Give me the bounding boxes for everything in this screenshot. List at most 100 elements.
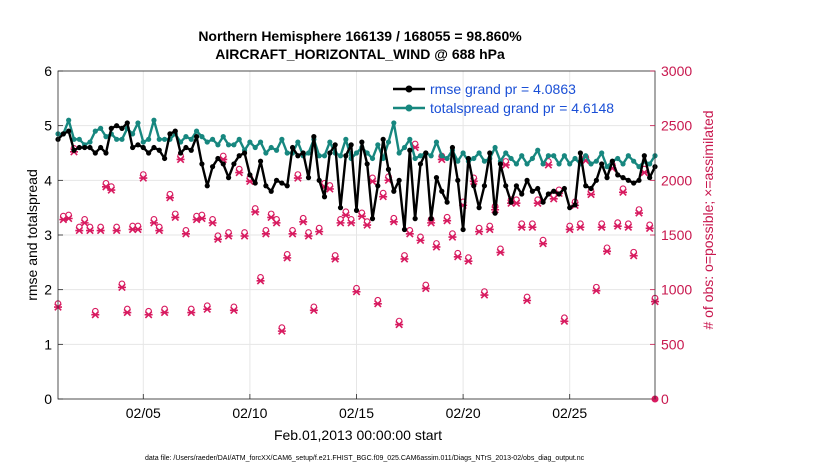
obs-assimilated-marker — [224, 232, 233, 240]
totalspread-point — [225, 142, 232, 148]
obs-assimilated-marker — [363, 221, 372, 229]
y-tick-label: 2 — [44, 282, 52, 298]
rmse-point — [124, 120, 130, 126]
totalspread-point — [583, 153, 589, 159]
obs-assimilated-marker — [277, 327, 286, 335]
totalspread-point — [567, 161, 573, 167]
obs-assimilated-marker — [139, 174, 148, 182]
obs-assimilated-marker — [171, 213, 180, 222]
obs-assimilated-marker — [288, 230, 297, 238]
rmse-point — [146, 150, 152, 156]
y-right-tick-label: 2000 — [661, 172, 692, 188]
totalspread-point — [273, 147, 280, 153]
totalspread-point — [66, 117, 72, 123]
obs-assimilated-marker — [352, 287, 361, 296]
rmse-point — [284, 183, 290, 189]
obs-assimilated-marker — [176, 155, 185, 164]
obs-assimilated-marker — [443, 216, 452, 225]
totalspread-point — [529, 155, 536, 162]
obs-assimilated-marker — [405, 230, 414, 238]
y-tick-label: 3 — [44, 227, 52, 243]
x-tick-label: 02/20 — [446, 405, 481, 421]
obs-assimilated-marker — [587, 190, 596, 199]
rmse-point — [321, 194, 328, 200]
rmse-point — [114, 123, 120, 129]
totalspread-point — [492, 144, 498, 151]
rmse-point — [641, 153, 647, 159]
rmse-point — [631, 180, 637, 186]
rmse-point — [535, 185, 541, 192]
rmse-point — [263, 183, 269, 189]
obs-assimilated-marker — [421, 284, 430, 293]
rmse-point — [193, 134, 200, 140]
rmse-point — [551, 188, 557, 194]
obs-assimilated-marker — [603, 247, 612, 256]
obs-assimilated-marker — [613, 222, 622, 230]
totalspread-point — [620, 161, 626, 167]
y-right-tick-label: 0 — [661, 391, 669, 407]
totalspread-point — [401, 144, 408, 151]
obs-assimilated-marker — [160, 308, 169, 317]
totalspread-point — [556, 161, 562, 167]
rmse-point — [167, 131, 173, 137]
obs-assimilated-marker — [512, 199, 521, 207]
obs-assimilated-marker — [293, 174, 302, 182]
rmse-point — [60, 131, 66, 137]
legend-spread-marker — [405, 104, 413, 112]
totalspread-point — [343, 136, 349, 142]
totalspread-point — [151, 117, 157, 123]
rmse-point — [241, 150, 248, 156]
obs-assimilated-marker — [315, 227, 324, 236]
rmse-point — [423, 150, 429, 156]
rmse-point — [247, 172, 253, 178]
totalspread-point — [561, 153, 567, 159]
totalspread-point — [636, 164, 642, 170]
obs-assimilated-marker — [235, 168, 244, 177]
totalspread-point — [631, 158, 637, 164]
rmse-point — [647, 175, 653, 181]
totalspread-point — [71, 136, 77, 142]
rmse-point — [130, 144, 136, 151]
legend: rmse grand pr = 4.0863 totalspread grand… — [393, 81, 614, 116]
rmse-point — [545, 191, 551, 197]
totalspread-point — [119, 136, 125, 142]
rmse-point — [439, 188, 445, 194]
obs-assimilated-marker — [565, 225, 574, 234]
rmse-point — [215, 155, 221, 162]
obs-assimilated-marker — [475, 227, 484, 236]
rmse-point — [316, 177, 322, 183]
totalspread-point — [220, 134, 226, 140]
totalspread-point — [257, 139, 264, 145]
rmse-point — [87, 144, 93, 151]
rmse-point — [82, 144, 88, 151]
rmse-point — [343, 153, 349, 159]
rmse-point — [428, 216, 434, 222]
totalspread-point — [535, 147, 541, 153]
obs-assimilated-marker — [261, 230, 270, 238]
obs-assimilated-marker — [272, 219, 281, 227]
rmse-point — [540, 199, 546, 205]
obs-assimilated-marker — [123, 308, 132, 317]
obs-assimilated-marker — [539, 239, 548, 248]
x-tick-label: 02/25 — [552, 405, 587, 421]
totalspread-point — [114, 136, 120, 142]
legend-rmse-label: rmse grand pr = 4.0863 — [430, 81, 576, 97]
rmse-point — [417, 161, 424, 167]
rmse-point — [593, 177, 599, 183]
rmse-point — [561, 185, 567, 192]
totalspread-point — [209, 136, 216, 142]
obs-assimilated-marker — [107, 186, 116, 194]
obs-assimilated-marker — [379, 192, 388, 201]
totalspread-point — [396, 150, 402, 156]
rmse-point — [636, 177, 642, 183]
obs-assimilated-marker — [336, 219, 345, 227]
obs-assimilated-marker — [347, 219, 356, 227]
totalspread-point — [375, 142, 381, 148]
totalspread-point — [353, 150, 360, 156]
obs-assimilated-marker — [304, 232, 313, 240]
totalspread-point — [321, 153, 328, 159]
obs-assimilated-marker — [197, 214, 206, 223]
axes: 0 1 2 3 4 5 6 0 500 1000 1500 2000 2500 3000 02/05 02/1… — [44, 63, 692, 421]
rmse-point — [353, 207, 360, 213]
rmse-point — [625, 177, 631, 183]
